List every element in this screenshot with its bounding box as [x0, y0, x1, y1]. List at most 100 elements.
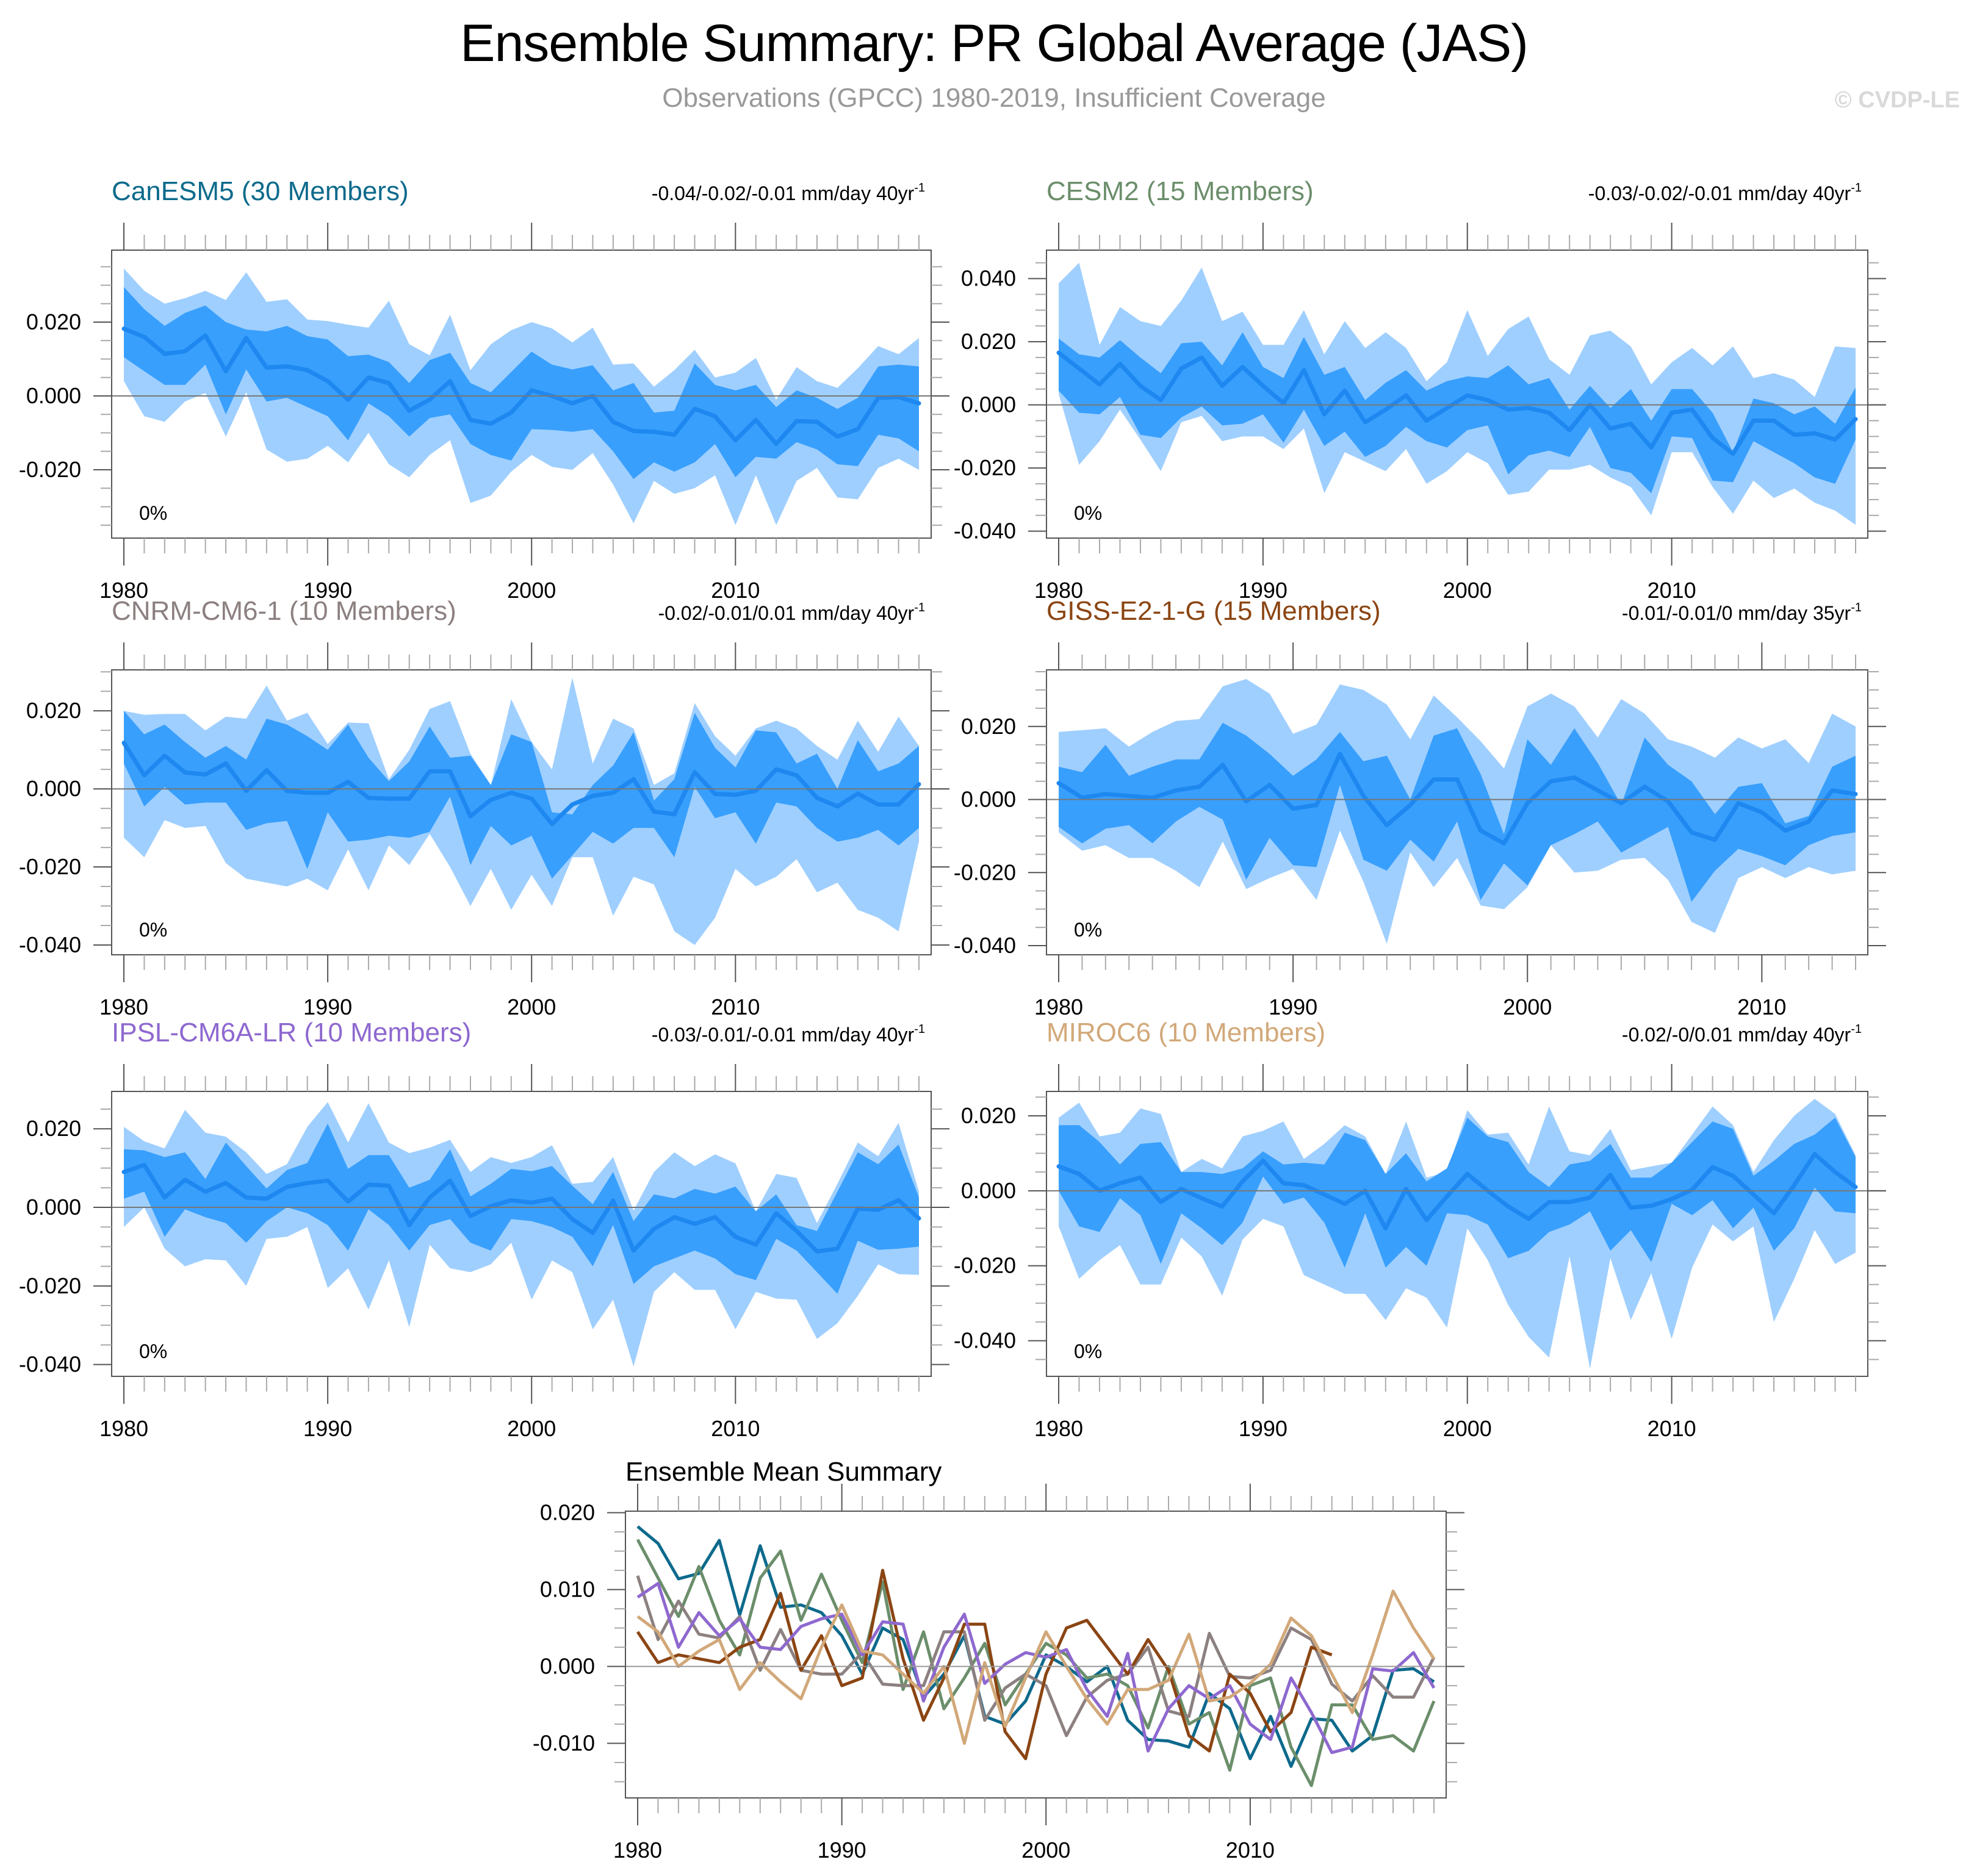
- y-tick-label: -0.020: [954, 1253, 1016, 1278]
- x-tick-label: 1980: [613, 1838, 662, 1863]
- series-line-cesm2: [636, 1539, 1436, 1788]
- figure-subtitle: Observations (GPCC) 1980-2019, Insuffici…: [662, 83, 1326, 113]
- x-tick-label: 2000: [1443, 1416, 1492, 1441]
- y-tick-label: 0.020: [26, 309, 81, 334]
- plot-frame: [111, 669, 932, 955]
- y-tick-label: -0.040: [954, 933, 1016, 958]
- percent-label: 0%: [1074, 1340, 1102, 1362]
- ensemble-mean-line: [121, 741, 921, 827]
- panel-title: CNRM-CM6-1 (10 Members): [112, 596, 456, 626]
- panel-title: IPSL-CM6A-LR (10 Members): [112, 1018, 471, 1048]
- x-tick-label: 2010: [1648, 578, 1696, 603]
- plot-area: [636, 1525, 1436, 1788]
- percent-label: 0%: [1074, 502, 1102, 524]
- plot-frame: [1046, 250, 1868, 539]
- y-tick-label: 0.000: [26, 776, 81, 801]
- y-tick-label: 0.000: [26, 383, 81, 408]
- y-tick-label: 0.000: [961, 1178, 1016, 1203]
- ensemble-mean-line: [121, 1163, 921, 1254]
- plot-frame: [1046, 1091, 1868, 1377]
- plot-area: [121, 1102, 921, 1367]
- y-tick-label: 0.000: [26, 1195, 81, 1220]
- x-tick-label: 1990: [303, 1416, 352, 1441]
- x-tick-label: 1990: [1239, 578, 1288, 603]
- band-25-75: [124, 287, 919, 480]
- x-tick-label: 2000: [1503, 994, 1552, 1019]
- percent-label: 0%: [1074, 919, 1102, 941]
- ensemble-mean-line: [1056, 1152, 1858, 1231]
- series-line-canesm5: [636, 1525, 1435, 1768]
- x-tick-label: 1990: [1239, 1416, 1288, 1441]
- trend-stat: -0.01/-0.01/0 mm/day 35yr-1: [1622, 601, 1862, 624]
- y-tick-label: 0.020: [26, 1116, 81, 1141]
- y-tick-label: -0.040: [954, 1328, 1016, 1353]
- x-tick-label: 1980: [99, 994, 148, 1019]
- x-tick-label: 2000: [507, 1416, 556, 1441]
- y-tick-label: 0.020: [961, 1103, 1016, 1128]
- y-tick-label: 0.010: [540, 1577, 595, 1602]
- plot-frame: [111, 1091, 932, 1377]
- x-tick-label: 1990: [1269, 994, 1317, 1019]
- y-tick-label: 0.000: [961, 787, 1016, 812]
- panel-title: GISS-E2-1-G (15 Members): [1046, 596, 1381, 626]
- copyright-label: © CVDP-LE: [1834, 87, 1960, 113]
- x-tick-label: 2010: [1737, 994, 1786, 1019]
- x-tick-label: 2010: [1648, 1416, 1696, 1441]
- y-tick-label: 0.020: [540, 1500, 595, 1525]
- band-25-75: [124, 1123, 919, 1294]
- y-tick-label: 0.020: [961, 329, 1016, 354]
- x-tick-label: 1980: [1034, 1416, 1083, 1441]
- x-tick-label: 2000: [1443, 578, 1492, 603]
- plot-frame: [111, 250, 932, 539]
- band-25-75: [1059, 722, 1856, 902]
- ensemble-mean-line: [121, 326, 921, 447]
- plot-area: [121, 268, 921, 525]
- trend-stat: -0.04/-0.02/-0.01 mm/day 40yr-1: [652, 181, 925, 204]
- y-tick-label: -0.040: [19, 1352, 81, 1377]
- x-tick-label: 1980: [1034, 578, 1083, 603]
- x-tick-label: 1990: [818, 1838, 866, 1863]
- x-tick-label: 2010: [711, 1416, 760, 1441]
- band-25-75: [1059, 332, 1856, 494]
- trend-stat: -0.02/-0.01/0.01 mm/day 40yr-1: [658, 601, 925, 624]
- plot-area: [1056, 262, 1858, 525]
- y-tick-label: -0.020: [19, 457, 81, 482]
- y-tick-label: 0.020: [961, 714, 1016, 739]
- trend-stat: -0.03/-0.02/-0.01 mm/day 40yr-1: [1588, 181, 1862, 204]
- series-line-giss-e2-1-g: [636, 1569, 1333, 1761]
- plot-frame: [625, 1511, 1447, 1799]
- x-tick-label: 2000: [507, 994, 556, 1019]
- trend-stat: -0.02/-0/0.01 mm/day 40yr-1: [1622, 1022, 1862, 1046]
- panel-title: Ensemble Mean Summary: [625, 1457, 942, 1487]
- percent-label: 0%: [139, 502, 167, 524]
- x-tick-label: 1990: [303, 994, 352, 1019]
- y-tick-label: -0.040: [954, 519, 1016, 544]
- x-tick-label: 2000: [507, 578, 556, 603]
- panel-title: MIROC6 (10 Members): [1046, 1018, 1325, 1048]
- x-tick-label: 1980: [1034, 994, 1083, 1019]
- y-tick-label: -0.040: [19, 932, 81, 957]
- y-tick-label: -0.020: [19, 854, 81, 879]
- percent-label: 0%: [139, 919, 167, 941]
- y-tick-label: -0.020: [954, 455, 1016, 480]
- trend-stat: -0.03/-0.01/-0.01 mm/day 40yr-1: [652, 1022, 925, 1046]
- plot-area: [121, 677, 921, 945]
- x-tick-label: 2010: [711, 994, 760, 1019]
- x-tick-label: 1990: [303, 578, 352, 603]
- y-tick-label: -0.020: [954, 860, 1016, 885]
- y-tick-label: 0.040: [961, 266, 1016, 291]
- x-tick-label: 1980: [99, 578, 148, 603]
- ensemble-mean-line: [1056, 752, 1858, 846]
- ensemble-mean-line: [1056, 350, 1858, 456]
- figure-title: Ensemble Summary: PR Global Average (JAS…: [460, 14, 1529, 73]
- y-tick-label: 0.020: [26, 698, 81, 723]
- y-tick-label: 0.000: [961, 392, 1016, 417]
- y-tick-label: -0.010: [533, 1731, 595, 1756]
